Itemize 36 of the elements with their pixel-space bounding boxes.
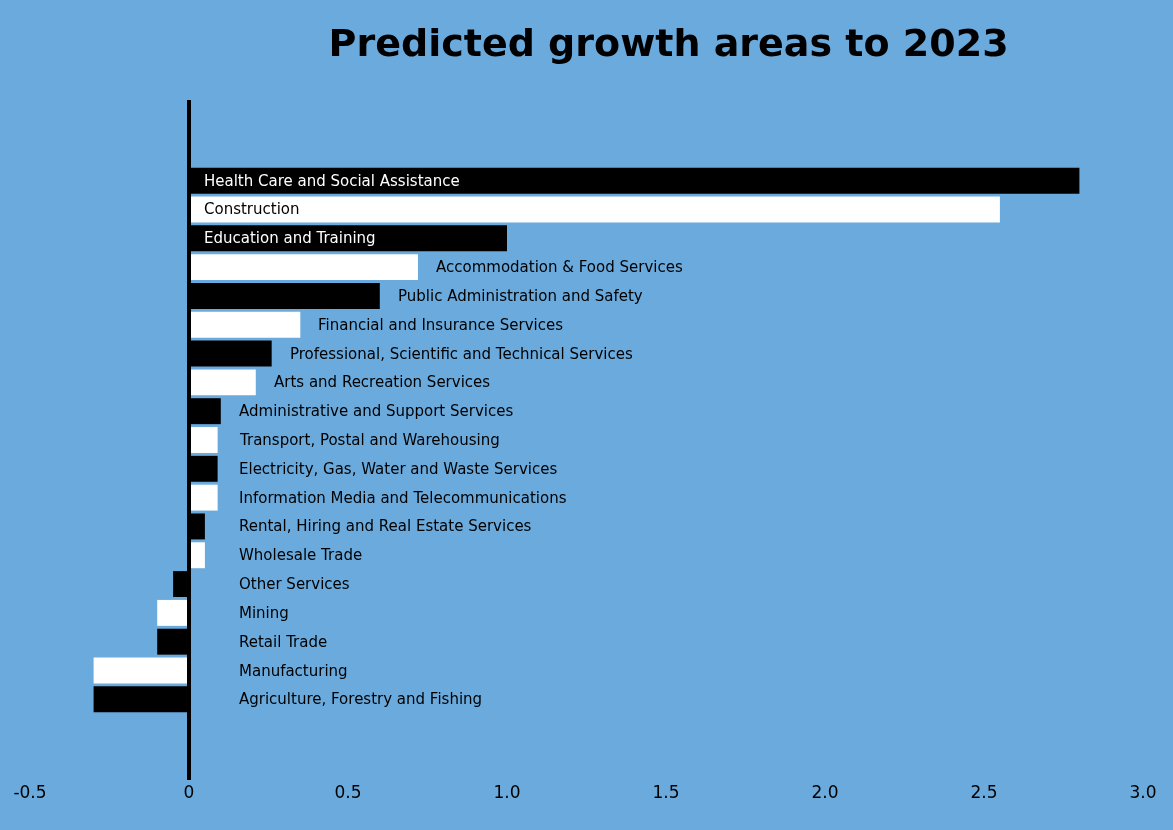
x-tick-label: 2.5 — [970, 782, 998, 802]
bar — [93, 657, 189, 684]
y-tick-label: Other Services — [239, 575, 350, 593]
y-tick-label: Transport, Postal and Warehousing — [239, 431, 500, 449]
y-tick-label: Public Administration and Safety — [398, 287, 643, 305]
y-tick-label: Administrative and Support Services — [239, 402, 514, 420]
y-tick-label: Accommodation & Food Services — [436, 258, 683, 276]
y-tick-label: Arts and Recreation Services — [274, 373, 491, 391]
y-tick-label: Information Media and Telecommunications — [239, 489, 567, 507]
x-tick-label: 0 — [183, 782, 195, 802]
y-tick-label: Professional, Scientific and Technical Services — [290, 345, 633, 363]
x-tick-label: 1.0 — [493, 782, 521, 802]
y-tick-label: Retail Trade — [239, 633, 328, 651]
x-tick-label: 2.0 — [811, 782, 839, 802]
y-tick-label: Wholesale Trade — [239, 546, 363, 564]
y-tick-label: Rental, Hiring and Real Estate Services — [239, 517, 532, 535]
y-tick-label: Education and Training — [204, 229, 376, 247]
bar — [189, 254, 418, 281]
x-tick-label: -0.5 — [13, 782, 47, 802]
y-tick-label: Construction — [204, 200, 300, 218]
bar — [189, 484, 218, 511]
chart-title: Predicted growth areas to 2023 — [328, 20, 1009, 65]
y-tick-label: Mining — [239, 604, 289, 622]
x-tick-label: 3.0 — [1129, 782, 1157, 802]
x-tick-label: 0.5 — [334, 782, 362, 802]
y-tick-label: Health Care and Social Assistance — [204, 172, 460, 190]
bar — [189, 311, 301, 338]
x-tick-label: 1.5 — [652, 782, 680, 802]
y-tick-label: Electricity, Gas, Water and Waste Services — [239, 460, 558, 478]
y-tick-label: Manufacturing — [239, 662, 348, 680]
bar — [189, 427, 218, 453]
y-tick-label: Financial and Insurance Services — [318, 316, 564, 334]
bar — [189, 196, 1000, 223]
y-tick-label: Agriculture, Forestry and Fishing — [239, 690, 483, 708]
bar — [189, 369, 256, 396]
bar — [157, 599, 189, 626]
